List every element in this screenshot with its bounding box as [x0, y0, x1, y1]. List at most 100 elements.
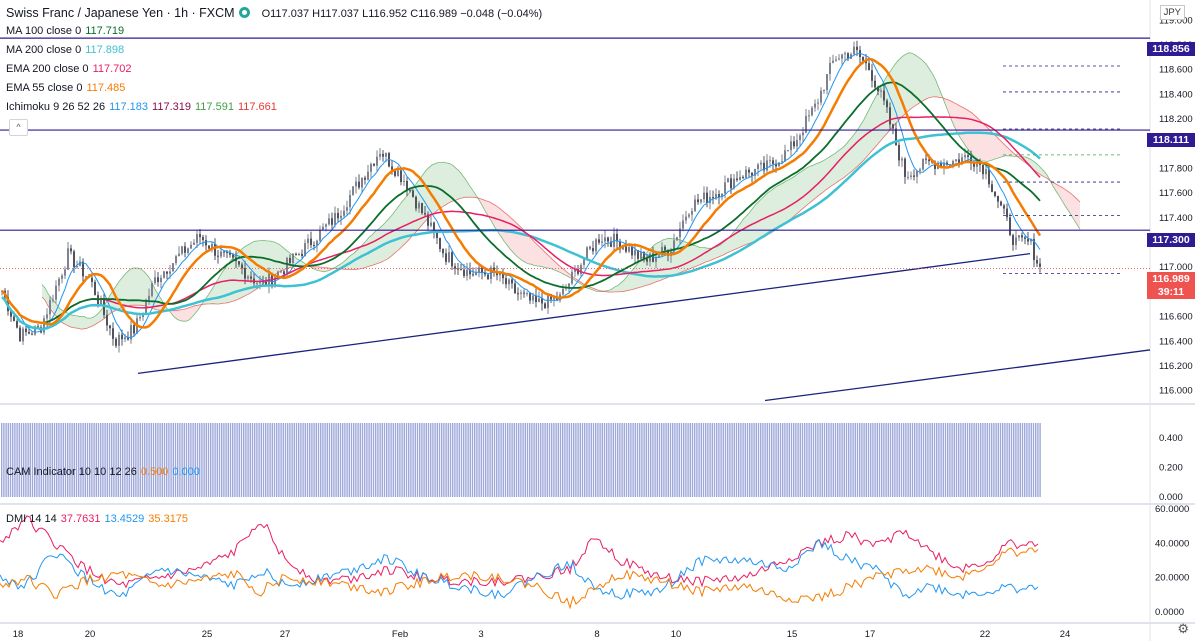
cam-bar: [744, 423, 746, 497]
cam-bar: [707, 423, 709, 497]
cam-bar: [141, 423, 144, 497]
ichimoku-cloud-segment: [759, 198, 762, 240]
cam-bar: [89, 423, 91, 497]
ichimoku-cloud-segment: [738, 222, 741, 249]
cam-bar: [458, 423, 460, 497]
y-tick-label: 116.200: [1159, 361, 1193, 372]
candle-body: [313, 245, 315, 247]
ichimoku-cloud-segment: [729, 233, 732, 253]
cam-bar: [130, 423, 133, 497]
ichimoku-cloud-segment: [633, 265, 636, 290]
ichimoku-cloud-segment: [921, 58, 924, 102]
ichimoku-cloud-segment: [447, 162, 450, 205]
candle-body: [439, 238, 441, 250]
cam-bar: [410, 423, 412, 497]
candle-body: [706, 192, 708, 203]
currency-badge[interactable]: JPY: [1159, 5, 1185, 20]
cam-bar: [322, 423, 324, 497]
ichimoku-cloud-segment: [999, 139, 1002, 158]
cam-bar: [944, 423, 947, 497]
candle-body: [886, 100, 888, 108]
candle-body: [358, 181, 360, 188]
ichimoku-cloud-segment: [195, 305, 198, 314]
cam-bar: [669, 423, 672, 497]
candle-body: [604, 237, 606, 242]
candle-body: [508, 279, 510, 285]
cam-bar: [658, 423, 661, 497]
ichimoku-cloud-segment: [492, 203, 495, 228]
cam-bar: [287, 423, 289, 497]
cam-bar: [355, 423, 357, 497]
cam-bar: [874, 423, 876, 497]
cam-bar: [124, 423, 126, 497]
ichimoku-cloud-segment: [795, 173, 798, 216]
cam-bar: [1037, 423, 1039, 497]
cam-bar: [245, 423, 247, 497]
ichimoku-cloud-segment: [762, 195, 765, 239]
candle-body: [400, 170, 402, 183]
cam-bar: [870, 423, 872, 497]
cam-bar: [702, 423, 705, 497]
cam-bar: [300, 423, 302, 497]
cam-bar: [60, 423, 62, 497]
ichimoku-cloud-segment: [132, 267, 135, 306]
cam-bar: [535, 423, 537, 497]
cam-bar: [806, 423, 808, 497]
candle-body: [958, 159, 960, 164]
symbol-title[interactable]: Swiss Franc / Japanese Yen · 1h · FXCM: [6, 6, 235, 20]
cam-bar: [1019, 423, 1021, 497]
candle-body: [952, 161, 954, 167]
candle-body: [121, 334, 123, 340]
cam-bar: [174, 423, 177, 497]
cam-bar: [964, 423, 966, 497]
cam-bar: [672, 423, 674, 497]
cam-bar: [856, 423, 859, 497]
cam-bar: [652, 423, 654, 497]
cam-bar: [573, 423, 575, 497]
ichimoku-cloud-segment: [183, 308, 186, 322]
cam-bar: [425, 423, 427, 497]
candle-body: [535, 295, 537, 303]
indicator-value: 117.319: [152, 101, 191, 113]
cam-bar: [234, 423, 236, 497]
cam-bar: [623, 423, 625, 497]
indicator-name: EMA 55 close 0: [6, 82, 83, 94]
ichimoku-cloud-segment: [282, 246, 285, 271]
y-tick-label: 117.800: [1159, 163, 1193, 174]
dmi-y-tick-label: 0.0000: [1155, 607, 1184, 618]
indicator-row[interactable]: MA 100 close 0 117.719: [6, 25, 128, 38]
cam-bar: [931, 423, 933, 497]
candle-body: [148, 295, 150, 301]
cam-bar: [1024, 423, 1026, 497]
ichimoku-cloud-segment: [1002, 142, 1005, 157]
cam-bar: [500, 423, 502, 497]
indicator-row[interactable]: MA 200 close 0 117.898: [6, 44, 128, 57]
cam-bar: [733, 423, 735, 497]
candle-body: [817, 102, 819, 104]
price-tag: 116.989: [1147, 272, 1195, 286]
candle-body: [733, 178, 735, 189]
settings-gear-icon[interactable]: ⚙: [1177, 621, 1189, 636]
ichimoku-cloud-segment: [705, 247, 708, 263]
candle-body: [538, 298, 540, 303]
indicator-row[interactable]: Ichimoku 9 26 52 26 117.183 117.319 117.591…: [6, 101, 281, 114]
cam-bar: [18, 423, 20, 497]
cam-bar: [69, 423, 71, 497]
cam-bar: [999, 423, 1002, 497]
indicator-row[interactable]: EMA 200 close 0 117.702: [6, 63, 136, 76]
indicator-name: EMA 200 close 0: [6, 63, 89, 75]
cam-bar: [850, 423, 852, 497]
cam-bar: [49, 423, 51, 497]
candle-body: [325, 224, 327, 227]
candle-body: [1006, 208, 1008, 218]
ichimoku-cloud-segment: [129, 268, 132, 306]
cam-bar: [375, 423, 377, 497]
ichimoku-cloud-segment: [816, 162, 819, 198]
cam-bar: [731, 423, 733, 497]
indicator-row[interactable]: EMA 55 close 0 117.485: [6, 82, 129, 95]
collapse-legend-button[interactable]: ^: [9, 119, 28, 136]
ichimoku-cloud-segment: [834, 151, 837, 185]
cam-bar: [685, 423, 687, 497]
candle-body: [781, 161, 783, 163]
